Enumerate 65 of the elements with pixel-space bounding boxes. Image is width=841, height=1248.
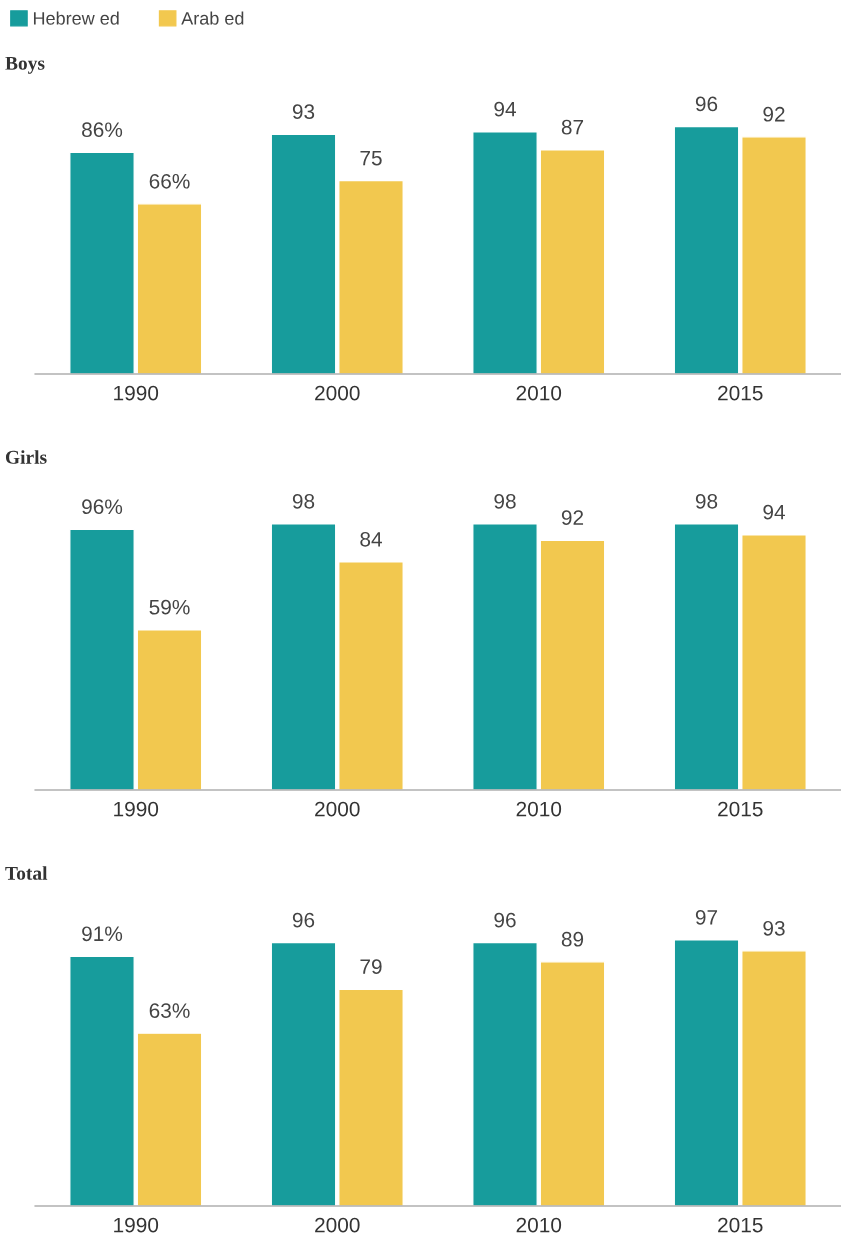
data-label: 66% <box>149 173 190 189</box>
x-tick-label: 2010 <box>516 1217 562 1233</box>
bar <box>472 131 538 374</box>
legend-label: Arab ed <box>181 11 244 25</box>
data-label: 93 <box>763 920 785 936</box>
x-tick-label: 1990 <box>114 1217 159 1233</box>
x-tick-label: 2000 <box>315 385 360 401</box>
data-label: 59% <box>149 599 190 615</box>
data-label: 92 <box>561 510 584 525</box>
bar <box>472 941 538 1206</box>
x-tick-label: 2015 <box>718 1217 763 1233</box>
bar <box>539 961 606 1206</box>
bar <box>338 988 404 1206</box>
bar <box>741 534 807 790</box>
bar <box>270 523 337 790</box>
data-label: 75 <box>360 150 382 166</box>
data-label: 98 <box>695 493 718 509</box>
bar <box>136 203 203 374</box>
data-label: 94 <box>763 504 785 520</box>
chart-title: Girls <box>5 450 47 464</box>
data-label: 96 <box>494 912 516 928</box>
x-tick-label: 2010 <box>516 801 562 817</box>
data-label: 96 <box>292 912 315 928</box>
bar <box>270 133 337 374</box>
chart-title: Total <box>5 866 48 880</box>
bar <box>472 523 538 790</box>
data-label: 84 <box>360 531 382 547</box>
x-tick-label: 1990 <box>114 385 159 401</box>
data-label: 87 <box>561 119 584 135</box>
x-tick-label: 2000 <box>315 1217 360 1233</box>
bar <box>69 528 135 790</box>
x-tick-label: 2015 <box>718 801 763 817</box>
data-label: 96% <box>82 499 123 515</box>
x-tick-label: 1990 <box>114 801 159 817</box>
bar <box>673 125 740 374</box>
bar <box>539 149 606 374</box>
bar <box>69 955 135 1206</box>
bar <box>69 151 135 374</box>
bar <box>673 523 740 790</box>
data-label: 79 <box>360 959 382 975</box>
bar <box>741 950 807 1206</box>
chart-title: Boys <box>5 56 45 74</box>
data-label: 63% <box>149 1003 190 1018</box>
bar <box>338 561 404 790</box>
bar <box>338 179 404 374</box>
data-label: 92 <box>763 106 785 122</box>
data-label: 97 <box>695 909 718 925</box>
legend-label: Hebrew ed <box>33 11 119 25</box>
data-label: 86% <box>82 122 123 138</box>
data-label: 91% <box>82 926 123 942</box>
data-label: 93 <box>292 104 315 120</box>
data-label: 98 <box>292 493 315 509</box>
bar <box>270 941 337 1206</box>
x-tick-label: 2010 <box>516 385 562 401</box>
x-tick-label: 2015 <box>718 385 763 401</box>
bar <box>673 939 740 1206</box>
bar <box>741 136 807 374</box>
data-label: 96 <box>695 96 718 112</box>
bar <box>136 1032 203 1206</box>
x-tick-label: 2000 <box>315 801 360 817</box>
data-label: 94 <box>494 101 516 117</box>
data-label: 98 <box>494 493 516 509</box>
bar <box>539 539 606 790</box>
bar <box>136 629 203 790</box>
data-label: 89 <box>561 931 584 947</box>
